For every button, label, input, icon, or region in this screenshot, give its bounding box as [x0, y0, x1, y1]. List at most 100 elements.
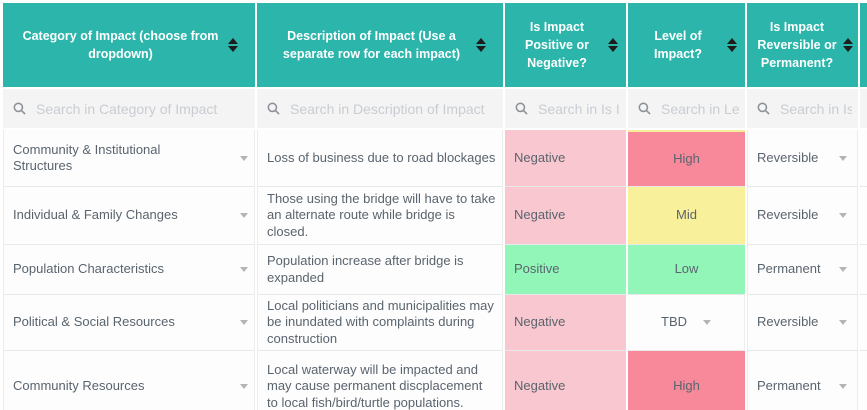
reversible-dropdown[interactable]: Reversible: [747, 187, 858, 245]
level-value: High: [673, 150, 700, 166]
clipped-column-cell: [860, 351, 867, 410]
search-input-category[interactable]: [34, 99, 251, 118]
impact-table: Category of Impact (choose from dropdown…: [3, 3, 867, 410]
chevron-down-icon: [240, 384, 248, 389]
level-value: High: [673, 378, 700, 394]
reversible-value: Reversible: [757, 207, 819, 223]
column-header-level[interactable]: Level of Impact?: [628, 3, 745, 87]
category-dropdown[interactable]: Community & Institutional Structures: [3, 130, 255, 187]
clipped-column-cell: [860, 187, 867, 245]
search-input-description[interactable]: [288, 99, 499, 118]
category-value: Community & Institutional Structures: [13, 141, 161, 173]
chevron-down-icon: [839, 320, 847, 325]
search-cell-description[interactable]: [257, 87, 503, 130]
chevron-down-icon: [839, 267, 847, 272]
sort-icon[interactable]: [843, 38, 854, 52]
description-cell[interactable]: Local waterway will be impacted and may …: [257, 351, 503, 410]
search-input-reversible[interactable]: [778, 99, 854, 118]
sort-icon[interactable]: [476, 38, 487, 52]
chevron-down-icon: [839, 213, 847, 218]
column-header-label: Level of Impact?: [654, 28, 702, 61]
level-cell[interactable]: Mid: [628, 187, 745, 245]
clipped-column-search: [860, 87, 867, 130]
column-header-label: Category of Impact (choose from dropdown…: [22, 28, 219, 61]
description-value: Local waterway will be impacted and may …: [267, 362, 483, 410]
chevron-down-icon: [240, 213, 248, 218]
level-value: TBD: [661, 314, 687, 330]
column-header-label: Is Impact Positive or Negative?: [525, 19, 589, 71]
reversible-dropdown[interactable]: Reversible: [747, 130, 858, 187]
reversible-value: Permanent: [757, 261, 821, 277]
level-cell[interactable]: Low: [628, 245, 745, 295]
positive-negative-value: Negative: [514, 378, 566, 394]
positive-negative-cell[interactable]: Positive: [505, 245, 626, 295]
category-value: Political & Social Resources: [13, 314, 175, 330]
positive-negative-value: Negative: [514, 149, 566, 165]
chevron-down-icon: [703, 320, 711, 325]
search-cell-positive-negative[interactable]: [505, 87, 626, 130]
search-input-positive-negative[interactable]: [536, 99, 622, 118]
category-value: Individual & Family Changes: [13, 207, 178, 223]
search-icon: [757, 102, 770, 115]
description-value: Loss of business due to road blockages: [267, 149, 496, 165]
level-dropdown[interactable]: TBD: [628, 295, 745, 351]
category-dropdown[interactable]: Political & Social Resources: [3, 295, 255, 351]
description-cell[interactable]: Loss of business due to road blockages: [257, 130, 503, 187]
reversible-value: Reversible: [757, 314, 819, 330]
sort-icon[interactable]: [608, 38, 618, 52]
search-cell-level[interactable]: [628, 87, 745, 130]
column-header-positive-negative[interactable]: Is Impact Positive or Negative?: [505, 3, 626, 87]
positive-negative-cell[interactable]: Negative: [505, 187, 626, 245]
positive-negative-cell[interactable]: Negative: [505, 351, 626, 410]
level-cell[interactable]: High: [628, 351, 745, 410]
positive-negative-cell[interactable]: Negative: [505, 130, 626, 187]
search-icon: [638, 102, 651, 115]
column-header-description[interactable]: Description of Impact (Use a separate ro…: [257, 3, 503, 87]
column-header-reversible[interactable]: Is Impact Reversible or Permanent?: [747, 3, 858, 87]
category-value: Community Resources: [13, 378, 145, 394]
chevron-down-icon: [839, 155, 847, 161]
clipped-column-cell: [860, 245, 867, 295]
level-value: Mid: [676, 207, 697, 223]
chevron-down-icon: [240, 267, 248, 272]
category-dropdown[interactable]: Community Resources: [3, 351, 255, 410]
description-cell[interactable]: Population increase after bridge is expa…: [257, 245, 503, 295]
sort-icon[interactable]: [227, 38, 238, 52]
category-value: Population Characteristics: [13, 261, 165, 277]
search-cell-category[interactable]: [3, 87, 255, 130]
chevron-down-icon: [240, 155, 248, 161]
category-dropdown[interactable]: Individual & Family Changes: [3, 187, 255, 245]
reversible-value: Permanent: [757, 378, 821, 394]
column-header-category[interactable]: Category of Impact (choose from dropdown…: [3, 3, 255, 87]
column-header-label: Description of Impact (Use a separate ro…: [282, 28, 461, 61]
search-icon: [515, 102, 528, 115]
reversible-dropdown[interactable]: Permanent: [747, 245, 858, 295]
category-dropdown[interactable]: Population Characteristics: [3, 245, 255, 295]
clipped-column-header: [860, 3, 867, 87]
clipped-column-cell: [860, 130, 867, 187]
positive-negative-value: Positive: [514, 261, 560, 277]
chevron-down-icon: [240, 320, 248, 325]
sort-icon[interactable]: [727, 38, 737, 52]
reversible-value: Reversible: [757, 149, 819, 165]
description-value: Population increase after bridge is expa…: [267, 253, 464, 285]
description-value: Local politicians and municipalities may…: [267, 298, 494, 346]
description-cell[interactable]: Local politicians and municipalities may…: [257, 295, 503, 351]
description-value: Those using the bridge will have to take…: [267, 191, 496, 239]
search-input-level[interactable]: [659, 99, 741, 118]
reversible-dropdown[interactable]: Permanent: [747, 351, 858, 410]
positive-negative-cell[interactable]: Negative: [505, 295, 626, 351]
search-icon: [267, 102, 280, 115]
clipped-column-cell: [860, 295, 867, 351]
level-value: Low: [674, 261, 699, 277]
column-header-label: Is Impact Reversible or Permanent?: [757, 19, 837, 71]
search-icon: [13, 102, 26, 115]
description-cell[interactable]: Those using the bridge will have to take…: [257, 187, 503, 245]
positive-negative-value: Negative: [514, 314, 566, 330]
search-cell-reversible[interactable]: [747, 87, 858, 130]
positive-negative-value: Negative: [514, 207, 566, 223]
reversible-dropdown[interactable]: Reversible: [747, 295, 858, 351]
chevron-down-icon: [839, 384, 847, 389]
level-cell[interactable]: High: [628, 130, 745, 187]
